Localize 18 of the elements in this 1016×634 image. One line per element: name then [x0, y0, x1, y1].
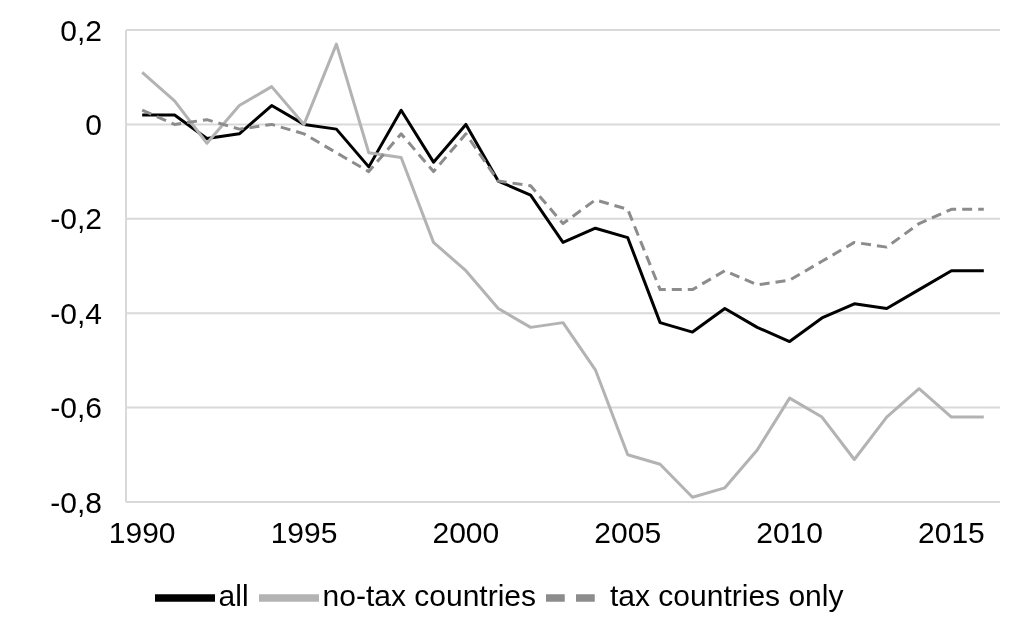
legend-label: tax countries only — [610, 578, 844, 612]
line-series — [140, 42, 986, 499]
x-tick-label: 2010 — [756, 516, 823, 550]
y-tick-label: 0,2 — [60, 13, 102, 47]
x-tick-label: 2015 — [918, 516, 985, 550]
y-tick-label: -0,6 — [50, 391, 102, 425]
y-tick-label: -0,8 — [50, 485, 102, 519]
legend-label: all — [218, 578, 249, 612]
x-tick-label: 2005 — [594, 516, 662, 550]
line-series — [140, 104, 986, 344]
x-tick-label: 2000 — [432, 516, 500, 550]
legend-label: no-tax countries — [322, 578, 536, 612]
x-tick-label: 1995 — [270, 516, 338, 550]
y-tick-label: 0 — [85, 108, 102, 142]
line-series — [140, 108, 986, 292]
x-tick-label: 1990 — [108, 516, 176, 550]
y-tick-label: -0,2 — [50, 202, 102, 236]
y-tick-label: -0,4 — [50, 296, 102, 330]
